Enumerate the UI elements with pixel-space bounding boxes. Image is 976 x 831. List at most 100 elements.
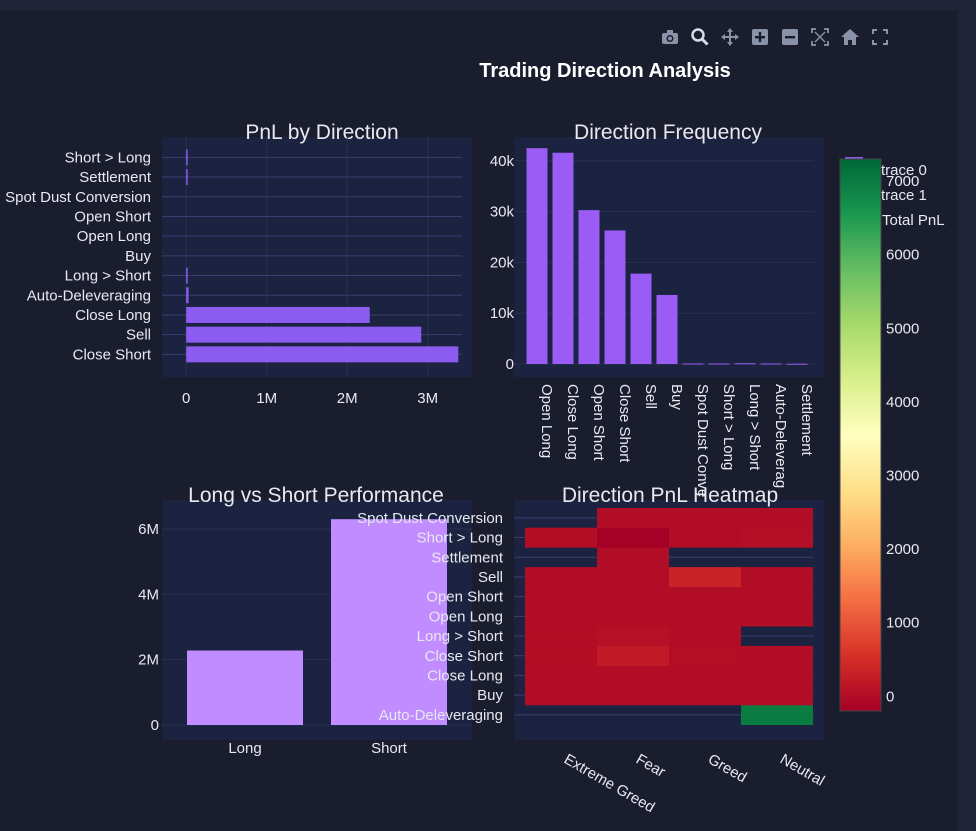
heatmap-cell [669,606,741,627]
heatmap-cell [741,705,813,725]
pan-icon[interactable] [715,22,745,52]
heatmap-cell [741,567,813,588]
autoscale-icon[interactable] [805,22,835,52]
main-title: Trading Direction Analysis [479,60,731,82]
heatmap-cell [669,645,741,666]
plot4-xtick: Fear [633,751,668,781]
plot2-bar [630,273,652,364]
plot2-ytick: 30k [490,204,515,221]
colorbar-tick: 5000 [886,320,919,337]
heatmap-cell [669,586,741,607]
zoom-icon[interactable] [685,22,715,52]
plot2-bar [526,148,548,364]
plot1-bar [186,267,188,284]
plot4-title: Direction PnL Heatmap [562,484,778,507]
plot3-ytick: 2M [138,652,159,669]
colorbar-title: Total PnL [882,212,945,229]
plot4-ytick: Auto-Deleveraging [379,707,503,724]
heatmap-cell [741,527,813,548]
heatmap-cell [597,547,669,568]
heatmap-cell [597,645,669,666]
heatmap-cell [525,685,597,706]
plot1-ytick: Buy [125,248,151,265]
colorbar-tick: 7000 [886,173,919,190]
plot1-ytick: Long > Short [65,268,152,285]
plot2-bar [578,210,600,364]
heatmap-cell [741,508,813,528]
colorbar-tick: 2000 [886,541,919,558]
home-icon[interactable] [835,22,865,52]
plot2-xtick: Sell [642,384,659,409]
plot4-ytick: Spot Dust Conversion [357,510,503,527]
heatmap-cell [741,606,813,627]
colorbar-tick: 0 [886,688,894,705]
top-edge [0,0,976,10]
plot4-ytick: Sell [478,569,503,586]
heatmap-cell [741,665,813,686]
colorbar-tick: 1000 [886,615,919,632]
plot2-xtick: Close Long [564,384,581,460]
heatmap-cell [597,665,669,686]
heatmap-cell [525,586,597,607]
heatmap-cell [597,626,669,647]
heatmap-cell [525,606,597,627]
heatmap-cell [597,685,669,706]
plot2-ytick: 0 [506,356,514,373]
zoom-out-icon[interactable] [775,22,805,52]
plot3-ytick: 0 [151,717,159,734]
colorbar-tick: 6000 [886,247,919,264]
colorbar-tick: 3000 [886,467,919,484]
plot2-title: Direction Frequency [574,121,762,144]
heatmap-cell [669,685,741,706]
heatmap-cell [741,645,813,666]
right-edge [958,10,976,831]
plot2-xtick: Auto-Deleverag [772,384,789,488]
plot2-bar [682,363,704,365]
plot1-ytick: Auto-Deleveraging [27,287,151,304]
fullscreen-icon[interactable] [865,22,895,52]
heatmap-cell [525,645,597,666]
plot1-ytick: Short > Long [65,149,151,166]
plot2-bar [708,363,730,365]
modebar [655,22,895,52]
plot2-bar [786,363,808,365]
plot1-bar [186,149,188,166]
heatmap-cell [597,586,669,607]
heatmap-cell [525,567,597,588]
zoom-in-icon[interactable] [745,22,775,52]
heatmap-cell [669,567,741,588]
plot4-ytick: Open Long [429,608,503,625]
heatmap-cell [669,626,741,647]
plot4-ytick: Settlement [431,549,504,566]
plot2-xtick: Settlement [798,384,815,457]
plot4-ytick: Short > Long [417,530,503,547]
camera-icon[interactable] [655,22,685,52]
plot2-bar [734,363,756,365]
plot2-xtick: Long > Short [746,384,763,471]
plot2-bar [760,363,782,365]
plot2-bar [604,230,626,364]
plot1-ytick: Open Short [74,208,152,225]
plot3-bar [331,519,447,725]
plot1-bar [186,287,189,304]
heatmap-cell [597,606,669,627]
plot2-xtick: Buy [668,384,685,410]
plot4-ytick: Close Short [425,648,504,665]
plot2-xtick: Open Short [590,384,607,462]
plot3-xtick: Long [228,740,261,757]
colorbar [839,158,882,712]
legend-item: trace 1 [881,187,927,204]
plot2-xtick: Close Short [616,384,633,463]
plot2-ytick: 10k [490,305,515,322]
plot4-ytick: Buy [477,687,503,704]
plot1-bar [186,346,459,363]
plot4-xtick: Neutral [777,751,827,790]
plot2-xtick: Spot Dust Conve [694,384,711,497]
heatmap-cell [741,685,813,706]
heatmap-cell [669,665,741,686]
plot4-ytick: Long > Short [417,628,504,645]
heatmap-cell [597,508,669,528]
plot2-ytick: 20k [490,254,515,271]
plot1-xtick: 2M [337,390,358,407]
